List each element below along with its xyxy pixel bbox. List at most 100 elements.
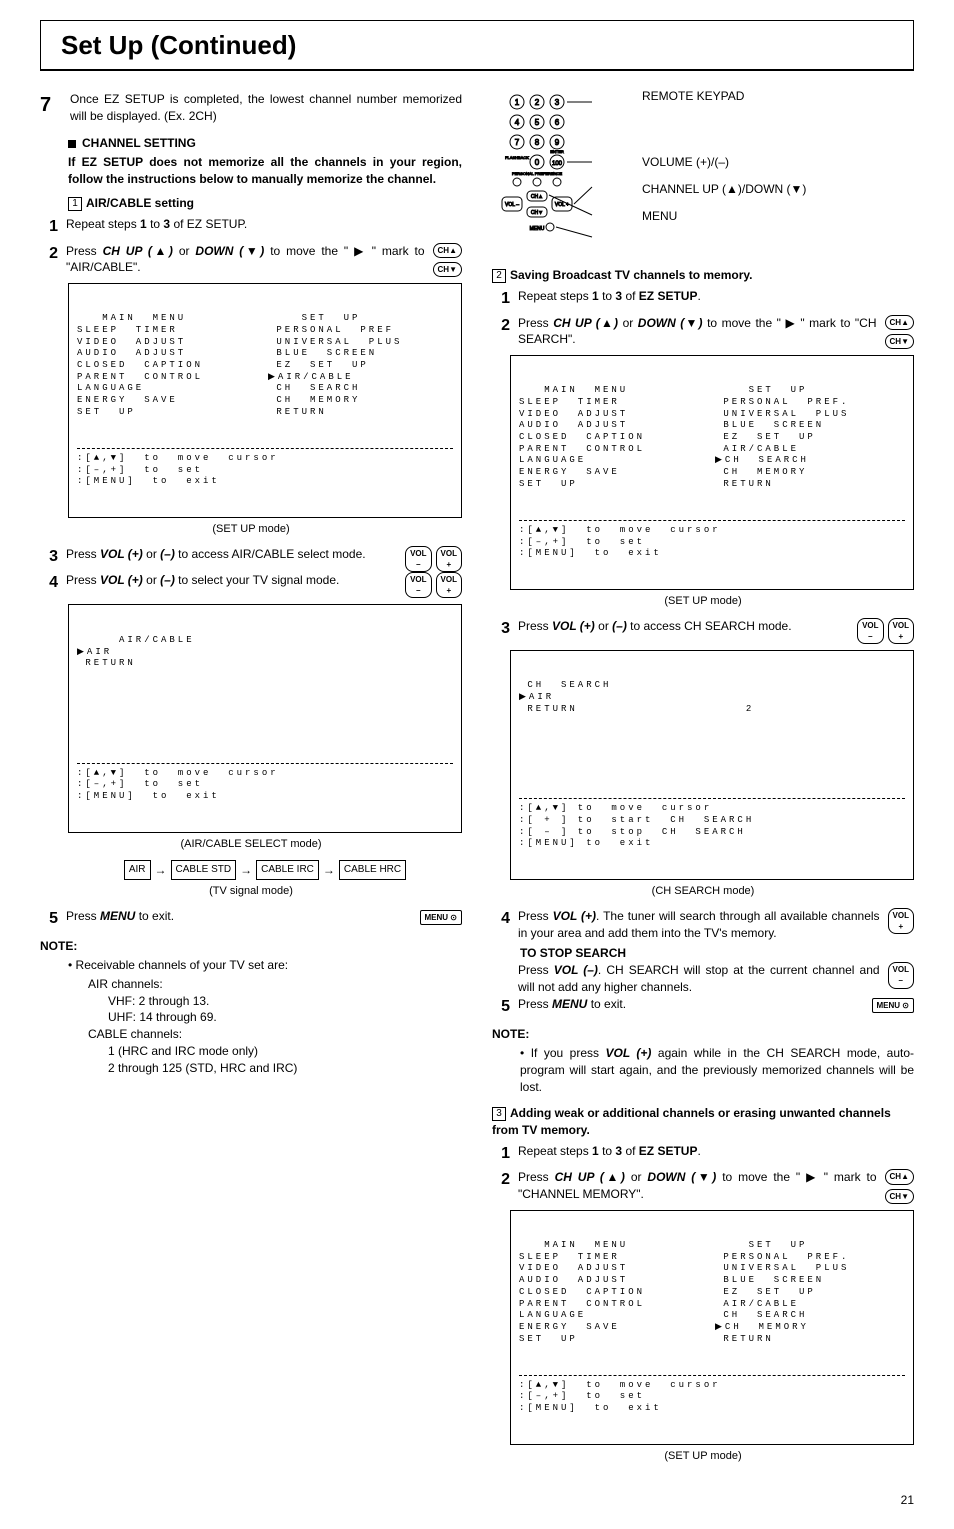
t: EZ SETUP bbox=[639, 289, 698, 303]
panel-right: SET UP PERSONAL PREF. UNIVERSAL PLUS BLU… bbox=[715, 385, 905, 490]
t: CH UP (▲) bbox=[553, 316, 618, 330]
t: to exit. bbox=[587, 997, 626, 1011]
right-step-5: 5 Press MENU to exit. MENU ⊙ bbox=[492, 996, 914, 1018]
step-num: 3 bbox=[40, 546, 58, 568]
t: CH UP (▲) bbox=[103, 244, 173, 258]
note-sub: 2 through 125 (STD, HRC and IRC) bbox=[108, 1060, 462, 1077]
screen-content: AIR/CABLE ▶AIR RETURN bbox=[77, 635, 453, 670]
stop-head: TO STOP SEARCH bbox=[520, 945, 914, 962]
t: Repeat steps bbox=[66, 217, 140, 231]
caption: (SET UP mode) bbox=[492, 594, 914, 609]
vol-plus-icon: VOL + bbox=[888, 908, 914, 934]
step-num: 4 bbox=[492, 908, 510, 942]
ch-down-icon: CH▼ bbox=[885, 1189, 914, 1204]
svg-text:0: 0 bbox=[535, 158, 540, 167]
step-7: 7 Once EZ SETUP is completed, the lowest… bbox=[40, 91, 462, 125]
vol-minus-icon: VOL – bbox=[888, 962, 914, 988]
remote-svg-icon: 1 2 3 4 5 6 7 8 9 0 100 FLASHBACK ENTER … bbox=[492, 87, 632, 247]
t: EZ SETUP bbox=[639, 1144, 698, 1158]
step-num: 1 bbox=[40, 216, 58, 238]
t: to bbox=[599, 1144, 616, 1158]
svg-text:9: 9 bbox=[555, 138, 560, 147]
btn-group: VOL + bbox=[888, 908, 914, 934]
flow-std: CABLE STD bbox=[171, 860, 237, 880]
note-list: If you press VOL (+) again while in the … bbox=[520, 1045, 914, 1095]
btn-group: CH▲ CH▼ bbox=[433, 243, 462, 277]
vol-minus-icon: VOL – bbox=[405, 572, 431, 598]
t: to exit. bbox=[135, 909, 174, 923]
ch-down-icon: CH▼ bbox=[885, 334, 914, 349]
t: to bbox=[147, 217, 164, 231]
t: Press bbox=[66, 547, 100, 561]
t: to bbox=[599, 289, 616, 303]
t: VOL (+) bbox=[552, 619, 595, 633]
help-text: :[▲,▼] to move cursor :[ + ] to start CH… bbox=[519, 798, 905, 850]
right-step-1: 1 Repeat steps 1 to 3 of EZ SETUP. bbox=[492, 288, 914, 310]
svg-text:PERSONAL PREFERENCE: PERSONAL PREFERENCE bbox=[512, 171, 562, 176]
vol-plus-icon: VOL + bbox=[436, 572, 462, 598]
t: or bbox=[618, 316, 638, 330]
t: 1 bbox=[592, 1144, 599, 1158]
btn-group: VOL – VOL + bbox=[405, 572, 462, 598]
sec2-head: Saving Broadcast TV channels to memory. bbox=[510, 268, 753, 282]
step-num: 2 bbox=[40, 243, 58, 277]
svg-text:ENTER: ENTER bbox=[550, 149, 564, 154]
svg-text:8: 8 bbox=[535, 138, 540, 147]
sec3-head-row: 3Adding weak or additional channels or e… bbox=[492, 1105, 914, 1139]
remote-labels: REMOTE KEYPAD VOLUME (+)/(–) CHANNEL UP … bbox=[642, 87, 806, 234]
t: or bbox=[625, 1170, 647, 1184]
svg-text:3: 3 bbox=[555, 98, 560, 107]
note-list: Receivable channels of your TV set are: bbox=[68, 957, 462, 974]
left-step-4: 4 Press VOL (+) or (–) to select your TV… bbox=[40, 572, 462, 598]
vol-plus-icon: VOL + bbox=[436, 546, 462, 572]
arrow-icon: → bbox=[240, 862, 252, 879]
step-text: Once EZ SETUP is completed, the lowest c… bbox=[70, 91, 462, 125]
step-num: 5 bbox=[492, 996, 510, 1018]
help-text: :[▲,▼] to move cursor :[–,+] to set :[ME… bbox=[77, 448, 453, 488]
aircable-head-row: 1AIR/CABLE setting bbox=[68, 195, 462, 212]
btn-group: VOL – VOL + bbox=[405, 546, 462, 572]
arrow-icon: → bbox=[155, 862, 167, 879]
heading-text: CHANNEL SETTING bbox=[82, 136, 196, 150]
note-sub: VHF: 2 through 13. bbox=[108, 993, 462, 1010]
svg-text:4: 4 bbox=[515, 118, 520, 127]
boxed-1-icon: 1 bbox=[68, 197, 82, 211]
panel-left: MAIN MENU SLEEP TIMER VIDEO ADJUST AUDIO… bbox=[519, 385, 709, 490]
step-num: 1 bbox=[492, 288, 510, 310]
svg-text:6: 6 bbox=[555, 118, 560, 127]
t: DOWN (▼) bbox=[195, 244, 264, 258]
main-columns: 7 Once EZ SETUP is completed, the lowest… bbox=[40, 87, 914, 1472]
step-text: Press VOL (+) or (–) to access CH SEARCH… bbox=[518, 618, 849, 640]
page-title-box: Set Up (Continued) bbox=[40, 20, 914, 71]
ch-up-icon: CH▲ bbox=[885, 315, 914, 330]
square-bullet-icon bbox=[68, 140, 76, 148]
left-step-1: 1 Repeat steps 1 to 3 of EZ SETUP. bbox=[40, 216, 462, 238]
t: Press bbox=[518, 963, 554, 977]
t: . bbox=[697, 1144, 700, 1158]
t: or bbox=[173, 244, 195, 258]
remote-diagram: 1 2 3 4 5 6 7 8 9 0 100 FLASHBACK ENTER … bbox=[492, 87, 914, 247]
t: 1 bbox=[140, 217, 147, 231]
flow-irc: CABLE IRC bbox=[256, 860, 319, 880]
ch-up-icon: CH▲ bbox=[885, 1169, 914, 1184]
ch-down-icon: CH▼ bbox=[433, 262, 462, 277]
t: or bbox=[143, 547, 160, 561]
boxed-2-icon: 2 bbox=[492, 269, 506, 283]
vol-plus-icon: VOL + bbox=[888, 618, 914, 644]
page-title: Set Up (Continued) bbox=[61, 27, 893, 63]
t: Repeat steps bbox=[518, 289, 592, 303]
panel-right: SET UP PERSONAL PREF. UNIVERSAL PLUS BLU… bbox=[715, 1240, 905, 1345]
label-menu: MENU bbox=[642, 207, 806, 226]
note-head: NOTE: bbox=[40, 938, 462, 955]
sec2-head-row: 2 Saving Broadcast TV channels to memory. bbox=[492, 267, 914, 284]
panel-left: MAIN MENU SLEEP TIMER VIDEO ADJUST AUDIO… bbox=[77, 313, 262, 418]
step-text: Press VOL (+). The tuner will search thr… bbox=[518, 908, 880, 942]
btn-group: VOL – bbox=[888, 962, 914, 988]
btn-group: CH▲ CH▼ bbox=[885, 1169, 914, 1203]
svg-text:7: 7 bbox=[515, 138, 520, 147]
step-num: 4 bbox=[40, 572, 58, 594]
t: CH UP (▲) bbox=[555, 1170, 625, 1184]
stop-search: Press VOL (–). CH SEARCH will stop at th… bbox=[492, 962, 914, 996]
btn-group: MENU ⊙ bbox=[872, 996, 914, 1013]
step-text: Repeat steps 1 to 3 of EZ SETUP. bbox=[66, 216, 462, 233]
